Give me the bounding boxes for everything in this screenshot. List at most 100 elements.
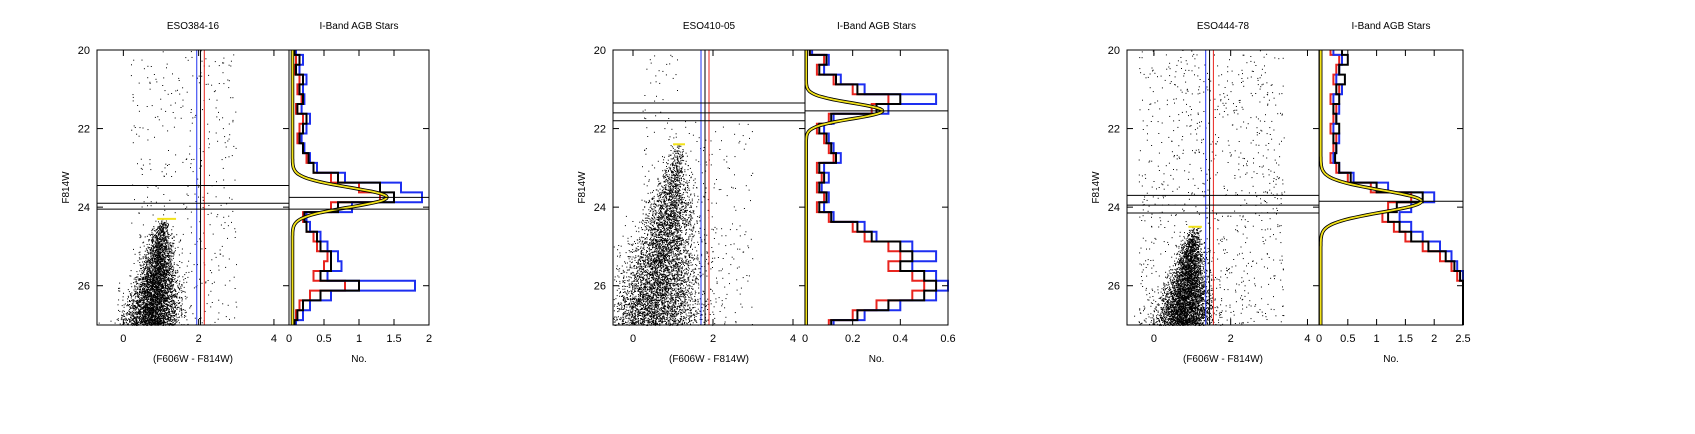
star-point	[164, 317, 166, 319]
star-point	[151, 239, 152, 241]
star-point	[154, 266, 156, 268]
star-point	[135, 279, 137, 281]
star-point	[175, 296, 177, 297]
star-point	[155, 316, 157, 318]
star-point	[171, 288, 173, 290]
star-point	[147, 305, 149, 306]
star-point	[666, 252, 668, 254]
star-point	[147, 292, 149, 294]
star-point	[168, 270, 170, 272]
star-point	[152, 267, 154, 269]
star-point	[134, 290, 136, 292]
star-point	[151, 322, 153, 324]
star-point	[151, 316, 153, 318]
star-point	[158, 245, 160, 247]
star-point	[162, 229, 164, 231]
star-point	[165, 250, 167, 252]
star-point	[177, 271, 179, 273]
star-point	[152, 307, 153, 309]
star-point	[171, 252, 173, 254]
star-point	[165, 300, 167, 302]
star-point	[149, 291, 151, 293]
star-point	[163, 255, 165, 257]
star-point	[147, 272, 149, 274]
star-point	[118, 299, 120, 301]
star-point	[144, 250, 146, 252]
star-point	[157, 271, 159, 273]
star-point	[174, 323, 176, 324]
star-point	[157, 255, 159, 257]
star-point	[165, 256, 167, 258]
star-point	[148, 284, 150, 285]
star-point	[165, 110, 167, 112]
star-point	[148, 295, 150, 297]
star-point	[195, 114, 197, 116]
star-point	[160, 269, 162, 270]
star-point	[133, 305, 135, 306]
star-point	[150, 248, 152, 250]
star-point	[170, 300, 172, 302]
star-point	[165, 245, 167, 247]
star-point	[153, 265, 155, 267]
star-point	[154, 262, 156, 264]
star-point	[122, 310, 124, 312]
fit-curve	[291, 50, 389, 325]
star-point	[156, 275, 158, 277]
star-point	[139, 319, 141, 321]
star-point	[190, 211, 192, 213]
star-point	[149, 319, 151, 321]
y-axis-label: F814W	[61, 171, 72, 204]
star-point	[131, 64, 132, 66]
star-point	[171, 298, 173, 300]
star-point	[154, 266, 155, 268]
star-point	[174, 320, 176, 322]
star-point	[166, 277, 167, 278]
star-point	[176, 313, 177, 315]
star-point	[153, 273, 155, 275]
star-point	[631, 273, 633, 275]
star-point	[145, 316, 147, 318]
star-point	[684, 219, 686, 221]
star-point	[676, 246, 678, 248]
star-point	[162, 251, 164, 253]
star-point	[164, 269, 166, 271]
star-point	[150, 66, 152, 67]
star-point	[148, 312, 150, 314]
star-point	[146, 272, 148, 274]
star-point	[147, 129, 149, 131]
star-point	[137, 312, 139, 314]
star-point	[152, 304, 154, 306]
star-point	[161, 298, 163, 300]
star-point	[171, 295, 173, 297]
star-point	[156, 299, 158, 301]
star-point	[648, 319, 650, 321]
star-point	[150, 259, 152, 261]
star-point	[157, 267, 159, 269]
star-point	[643, 237, 645, 238]
star-point	[171, 300, 173, 302]
star-point	[141, 311, 143, 313]
star-point	[159, 299, 161, 301]
star-point	[169, 248, 171, 250]
star-point	[171, 323, 173, 325]
star-point	[646, 276, 648, 278]
star-point	[229, 197, 230, 199]
star-point	[157, 246, 159, 248]
star-point	[143, 287, 144, 289]
star-point	[177, 269, 179, 271]
star-point	[210, 290, 212, 292]
star-point	[152, 315, 154, 317]
star-point	[151, 302, 153, 304]
star-point	[164, 321, 166, 323]
star-point	[155, 259, 157, 261]
star-point	[162, 240, 164, 242]
star-point	[140, 299, 142, 301]
star-point	[142, 283, 143, 285]
star-point	[153, 289, 155, 291]
star-point	[142, 127, 144, 129]
star-point	[140, 285, 142, 287]
star-point	[150, 317, 152, 318]
star-point	[163, 299, 165, 301]
star-point	[152, 288, 154, 290]
star-point	[688, 223, 690, 225]
